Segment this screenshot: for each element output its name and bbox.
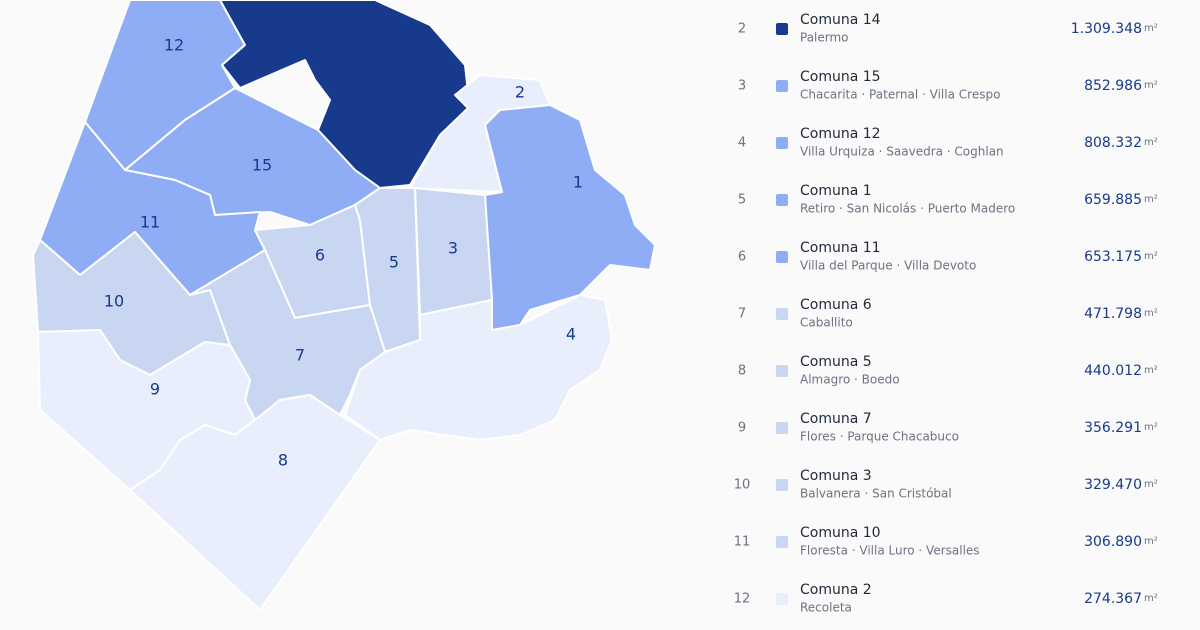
swatch [776,194,788,206]
unit: m² [1144,80,1158,91]
district-label: 4 [566,325,576,344]
barrios: Palermo [800,31,849,45]
swatch [776,80,788,92]
comuna-name: Comuna 3 [800,468,872,484]
district-label: 1 [573,173,583,192]
area-value: 852.986 [1084,78,1142,94]
barrios: Flores · Parque Chacabuco [800,430,959,444]
comuna-name: Comuna 1 [800,183,872,199]
area-value: 659.885 [1084,192,1142,208]
barrios: Recoleta [800,601,852,615]
comuna-name: Comuna 5 [800,354,872,370]
district [484,104,656,331]
area-value: 329.470 [1084,477,1142,493]
area-value: 653.175 [1084,249,1142,265]
swatch [776,593,788,605]
unit: m² [1144,422,1158,433]
swatch [776,479,788,491]
rank: 6 [738,250,746,265]
unit: m² [1144,365,1158,376]
barrios: Villa del Parque · Villa Devoto [800,259,976,273]
rank: 5 [738,193,746,208]
swatch [776,422,788,434]
district-label: 2 [515,83,525,102]
rank: 10 [734,478,751,493]
unit: m² [1144,593,1158,604]
unit: m² [1144,194,1158,205]
district-label: 12 [164,36,184,55]
rank: 4 [738,136,746,151]
barrios: Villa Urquiza · Saavedra · Coghlan [800,145,1004,159]
district-label: 5 [389,253,399,272]
barrios: Caballito [800,316,853,330]
district-label: 14 [415,50,435,69]
district [344,294,613,441]
barrios: Almagro · Boedo [800,373,900,387]
comuna-name: Comuna 7 [800,411,872,427]
area-value: 471.798 [1084,306,1142,322]
district-label: 6 [315,246,325,265]
area-value: 808.332 [1084,135,1142,151]
unit: m² [1144,479,1158,490]
comuna-name: Comuna 15 [800,69,881,85]
rank: 7 [738,307,746,322]
swatch [776,137,788,149]
district-label: 3 [448,239,458,258]
area-value: 1.309.348 [1071,21,1142,37]
district-label: 7 [295,346,305,365]
swatch [776,536,788,548]
barrios: Floresta · Villa Luro · Versalles [800,544,980,558]
unit: m² [1144,536,1158,547]
district-label: 10 [104,292,124,311]
barrios: Chacarita · Paternal · Villa Crespo [800,88,1000,102]
rank: 11 [734,535,751,550]
comuna-name: Comuna 6 [800,297,872,313]
rank: 3 [738,79,746,94]
swatch [776,365,788,377]
rank: 12 [734,592,751,607]
unit: m² [1144,308,1158,319]
rank: 9 [738,421,746,436]
district-label: 8 [278,451,288,470]
district [129,394,381,611]
swatch [776,251,788,263]
unit: m² [1144,251,1158,262]
barrios: Balvanera · San Cristóbal [800,487,952,501]
district-label: 9 [150,380,160,399]
rank: 8 [738,364,746,379]
district-label: 11 [140,213,160,232]
comuna-name: Comuna 10 [800,525,881,541]
comuna-name: Comuna 2 [800,582,872,598]
swatch [776,23,788,35]
area-value: 356.291 [1084,420,1142,436]
area-value: 440.012 [1084,363,1142,379]
unit: m² [1144,23,1158,34]
district-label: 15 [252,156,272,175]
swatch [776,308,788,320]
barrios: Retiro · San Nicolás · Puerto Madero [800,202,1015,216]
unit: m² [1144,137,1158,148]
rank: 2 [738,22,746,37]
area-value: 306.890 [1084,534,1142,550]
comuna-name: Comuna 11 [800,240,881,256]
comuna-name: Comuna 14 [800,12,881,28]
area-value: 274.367 [1084,591,1142,607]
comuna-name: Comuna 12 [800,126,881,142]
